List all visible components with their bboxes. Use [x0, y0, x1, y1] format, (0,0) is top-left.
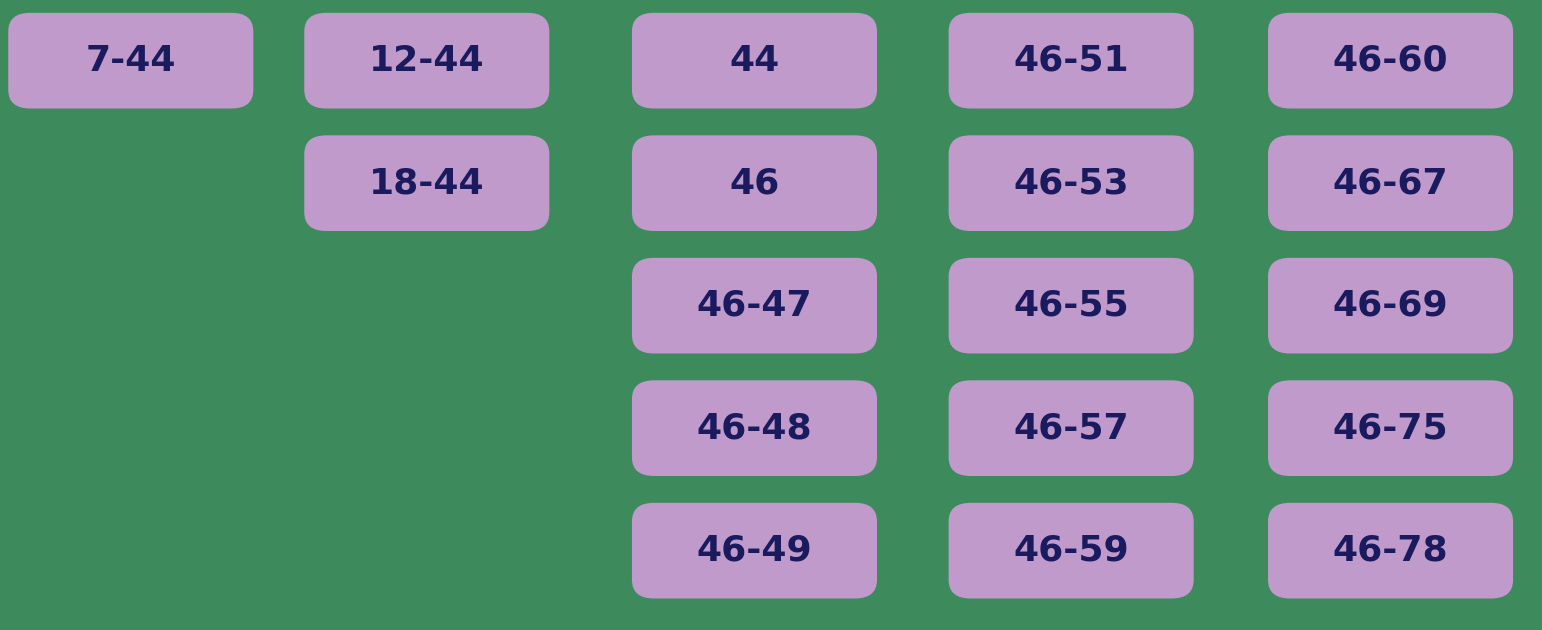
FancyBboxPatch shape: [632, 381, 877, 476]
Text: 44: 44: [729, 43, 780, 77]
Text: 46-49: 46-49: [697, 534, 813, 568]
FancyBboxPatch shape: [632, 13, 877, 108]
FancyBboxPatch shape: [1268, 503, 1513, 598]
FancyBboxPatch shape: [948, 13, 1194, 108]
Text: 46-48: 46-48: [697, 411, 813, 445]
FancyBboxPatch shape: [948, 381, 1194, 476]
FancyBboxPatch shape: [1268, 135, 1513, 231]
Text: 46-67: 46-67: [1332, 166, 1448, 200]
FancyBboxPatch shape: [304, 135, 549, 231]
Text: 46-78: 46-78: [1332, 534, 1448, 568]
FancyBboxPatch shape: [1268, 13, 1513, 108]
Text: 18-44: 18-44: [369, 166, 484, 200]
FancyBboxPatch shape: [1268, 381, 1513, 476]
Text: 46-55: 46-55: [1013, 289, 1129, 323]
Text: 12-44: 12-44: [369, 43, 484, 77]
Text: 46-57: 46-57: [1013, 411, 1129, 445]
Text: 46-51: 46-51: [1013, 43, 1129, 77]
FancyBboxPatch shape: [948, 258, 1194, 353]
FancyBboxPatch shape: [632, 135, 877, 231]
Text: 46-69: 46-69: [1332, 289, 1448, 323]
Text: 46: 46: [729, 166, 780, 200]
Text: 46-47: 46-47: [697, 289, 813, 323]
Text: 46-59: 46-59: [1013, 534, 1129, 568]
FancyBboxPatch shape: [304, 13, 549, 108]
FancyBboxPatch shape: [1268, 258, 1513, 353]
FancyBboxPatch shape: [8, 13, 253, 108]
FancyBboxPatch shape: [948, 135, 1194, 231]
Text: 46-53: 46-53: [1013, 166, 1129, 200]
FancyBboxPatch shape: [948, 503, 1194, 598]
Text: 46-60: 46-60: [1332, 43, 1448, 77]
Text: 46-75: 46-75: [1332, 411, 1448, 445]
FancyBboxPatch shape: [632, 503, 877, 598]
Text: 7-44: 7-44: [85, 43, 176, 77]
FancyBboxPatch shape: [632, 258, 877, 353]
